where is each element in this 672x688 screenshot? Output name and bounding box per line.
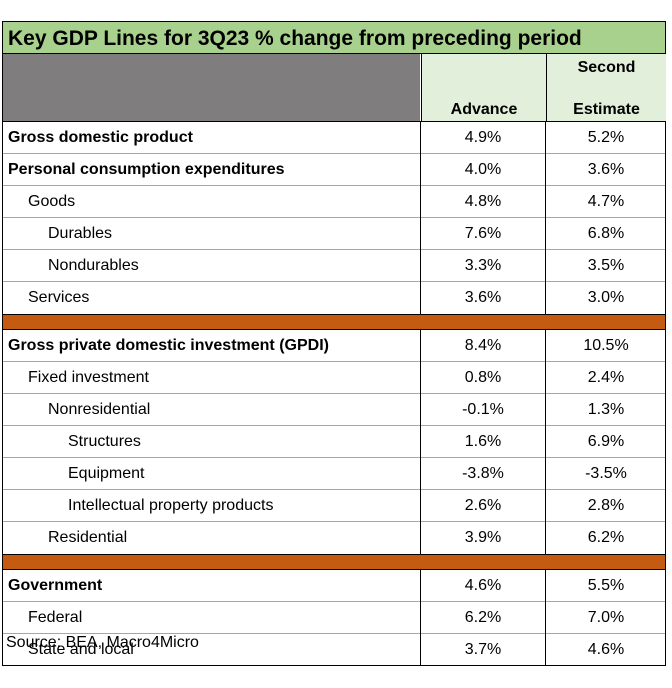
row-label: Fixed investment: [28, 369, 149, 386]
second-estimate-value: 2.4%: [545, 362, 666, 394]
row-label: Federal: [28, 609, 83, 626]
row-label: Nonresidential: [48, 401, 151, 418]
second-estimate-value: 2.8%: [545, 490, 666, 522]
advance-value: 1.6%: [420, 426, 545, 458]
row-label: Equipment: [68, 465, 145, 482]
table-row: Durables 7.6% 6.8%: [3, 218, 665, 250]
table-row: Structures 1.6% 6.9%: [3, 426, 665, 458]
header-blank-cell: [3, 54, 420, 121]
second-estimate-value: 6.8%: [545, 218, 666, 250]
advance-value: 4.6%: [420, 570, 545, 602]
table-row: Residential 3.9% 6.2%: [3, 522, 665, 554]
table-row: Gross private domestic investment (GPDI)…: [3, 330, 665, 362]
advance-value: 4.8%: [420, 186, 545, 218]
row-label: Government: [8, 577, 103, 594]
row-label: Intellectual property products: [68, 497, 274, 514]
table-row: Nonresidential -0.1% 1.3%: [3, 394, 665, 426]
table-row: Services 3.6% 3.0%: [3, 282, 665, 314]
second-estimate-value: 6.2%: [545, 522, 666, 554]
second-estimate-value: 3.5%: [545, 250, 666, 282]
second-estimate-value: 7.0%: [545, 602, 666, 634]
table-row: Fixed investment 0.8% 2.4%: [3, 362, 665, 394]
advance-value: 6.2%: [420, 602, 545, 634]
second-estimate-value: 10.5%: [545, 330, 666, 362]
table-row: State and local 3.7% 4.6%: [3, 634, 665, 666]
second-estimate-value: 5.2%: [545, 122, 666, 154]
table-row: Nondurables 3.3% 3.5%: [3, 250, 665, 282]
row-label: Gross domestic product: [8, 129, 193, 146]
second-estimate-value: 6.9%: [545, 426, 666, 458]
table-row: Government 4.6% 5.5%: [3, 570, 665, 602]
second-estimate-value: 5.5%: [545, 570, 666, 602]
table-row: Intellectual property products 2.6% 2.8%: [3, 490, 665, 522]
advance-value: 8.4%: [420, 330, 545, 362]
table-header: Advance Second Estimate: [2, 54, 666, 122]
source-note: Source: BEA, Macro4Micro: [6, 634, 199, 651]
advance-value: 3.9%: [420, 522, 545, 554]
table-body: Gross domestic product 4.9% 5.2% Personal c…: [2, 122, 666, 666]
advance-value: 3.6%: [420, 282, 545, 314]
advance-value: -3.8%: [420, 458, 545, 490]
row-label: State and local: [28, 641, 134, 658]
table-title: Key GDP Lines for 3Q23 % change from pre…: [2, 21, 666, 54]
advance-value: 4.9%: [420, 122, 545, 154]
table-row: Goods 4.8% 4.7%: [3, 186, 665, 218]
second-estimate-value: 1.3%: [545, 394, 666, 426]
row-label: Nondurables: [48, 257, 139, 274]
table-row: Personal consumption expenditures 4.0% 3.6…: [3, 154, 665, 186]
advance-value: 2.6%: [420, 490, 545, 522]
advance-value: 0.8%: [420, 362, 545, 394]
advance-value: 4.0%: [420, 154, 545, 186]
advance-value: 3.3%: [420, 250, 545, 282]
row-label: Gross private domestic investment (GPDI): [8, 337, 329, 354]
row-label: Personal consumption expenditures: [8, 161, 285, 178]
row-label: Services: [28, 289, 90, 306]
table-row: Gross domestic product 4.9% 5.2%: [3, 122, 665, 154]
row-label: Durables: [48, 225, 113, 242]
header-second-estimate: Second Estimate: [546, 54, 666, 121]
second-estimate-value: 4.7%: [545, 186, 666, 218]
second-estimate-value: 3.6%: [545, 154, 666, 186]
row-label: Residential: [48, 529, 128, 546]
advance-value: 3.7%: [420, 634, 545, 666]
table-row: Federal 6.2% 7.0%: [3, 602, 665, 634]
second-estimate-value: 3.0%: [545, 282, 666, 314]
second-estimate-value: -3.5%: [545, 458, 666, 490]
row-label: Goods: [28, 193, 76, 210]
header-advance: Advance: [421, 54, 546, 121]
second-estimate-value: 4.6%: [545, 634, 666, 666]
row-label: Structures: [68, 433, 141, 450]
table-row: Equipment -3.8% -3.5%: [3, 458, 665, 490]
advance-value: 7.6%: [420, 218, 545, 250]
section-separator: [3, 554, 665, 570]
advance-value: -0.1%: [420, 394, 545, 426]
section-separator: [3, 314, 665, 330]
